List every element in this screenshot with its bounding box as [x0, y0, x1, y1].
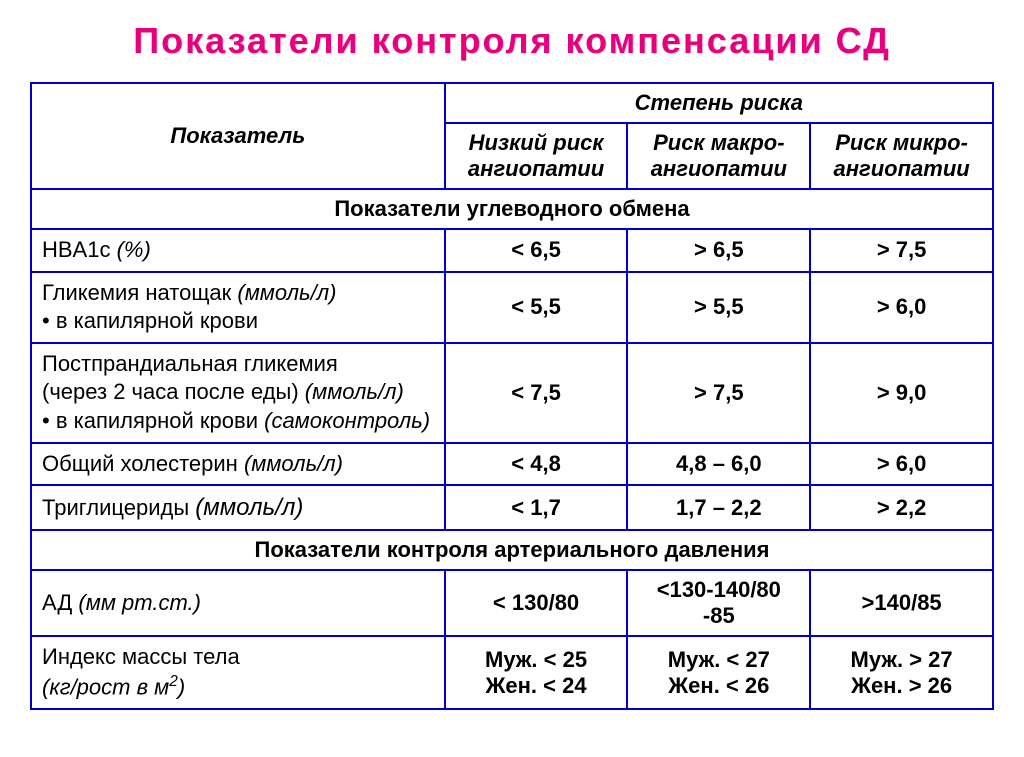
cell-low: Муж. < 25 Жен. < 24 [445, 636, 628, 709]
label-text: HBA1c [42, 237, 117, 262]
label-unit: (мм рт.ст.) [78, 590, 201, 615]
section-1-title: Показатели углеводного обмена [31, 189, 993, 229]
val-line1: Муж. < 25 [485, 647, 587, 672]
section-1-row: Показатели углеводного обмена [31, 189, 993, 229]
cell-macro: > 5,5 [627, 272, 810, 343]
header-risk-low: Низкий риск ангиопатии [445, 123, 628, 189]
cell-macro: > 6,5 [627, 229, 810, 272]
table-row: Общий холестерин (ммоль/л) < 4,8 4,8 – 6… [31, 443, 993, 486]
cell-micro: >140/85 [810, 570, 993, 636]
header-risk-group: Степень риска [445, 83, 993, 123]
table-row: Гликемия натощак (ммоль/л) • в капилярно… [31, 272, 993, 343]
cell-micro: Муж. > 27 Жен. > 26 [810, 636, 993, 709]
table-row: АД (мм рт.ст.) < 130/80 <130-140/80 -85 … [31, 570, 993, 636]
label-line3-unit: (самоконтроль) [264, 408, 430, 433]
row-label: Триглицериды (ммоль/л) [31, 485, 445, 530]
val-line2: Жен. < 24 [456, 673, 617, 699]
slide-title: Показатели контроля компенсации СД [30, 20, 994, 62]
cell-micro: > 2,2 [810, 485, 993, 530]
val-line2: Жен. > 26 [821, 673, 982, 699]
label-line2: • в капилярной крови [42, 308, 258, 333]
cell-micro: > 7,5 [810, 229, 993, 272]
header-risk-macro: Риск макро-ангиопатии [627, 123, 810, 189]
cell-macro: <130-140/80 -85 [627, 570, 810, 636]
cell-low: < 5,5 [445, 272, 628, 343]
table-row: Постпрандиальная гликемия (через 2 часа … [31, 343, 993, 443]
label-line2-pre: (кг/рост в м [42, 674, 169, 699]
row-label: Общий холестерин (ммоль/л) [31, 443, 445, 486]
label-line1: Индекс массы тела [42, 644, 240, 669]
table-row: Триглицериды (ммоль/л) < 1,7 1,7 – 2,2 >… [31, 485, 993, 530]
label-unit: (ммоль/л) [195, 494, 303, 521]
cell-micro: > 6,0 [810, 272, 993, 343]
row-label: Гликемия натощак (ммоль/л) • в капилярно… [31, 272, 445, 343]
cell-low: < 6,5 [445, 229, 628, 272]
cell-macro: 4,8 – 6,0 [627, 443, 810, 486]
label-line2: (через 2 часа после еды) [42, 379, 305, 404]
label-line2-unit: (ммоль/л) [305, 379, 404, 404]
label-unit: (ммоль/л) [244, 451, 343, 476]
header-risk-micro: Риск микро-ангиопатии [810, 123, 993, 189]
cell-macro: Муж. < 27 Жен. < 26 [627, 636, 810, 709]
cell-low: < 1,7 [445, 485, 628, 530]
cell-macro: 1,7 – 2,2 [627, 485, 810, 530]
cell-micro: > 6,0 [810, 443, 993, 486]
section-2-row: Показатели контроля артериального давлен… [31, 530, 993, 570]
cell-low: < 130/80 [445, 570, 628, 636]
label-line2-post: ) [178, 674, 185, 699]
val-line2: Жен. < 26 [638, 673, 799, 699]
table-row: HBA1c (%) < 6,5 > 6,5 > 7,5 [31, 229, 993, 272]
cell-micro: > 9,0 [810, 343, 993, 443]
slide-container: Показатели контроля компенсации СД Показ… [0, 0, 1024, 730]
row-label: Индекс массы тела (кг/рост в м2) [31, 636, 445, 709]
label-line1-unit: (ммоль/л) [237, 280, 336, 305]
section-2-title: Показатели контроля артериального давлен… [31, 530, 993, 570]
cell-macro: > 7,5 [627, 343, 810, 443]
label-line1: Постпрандиальная гликемия [42, 351, 338, 376]
label-line1: Гликемия натощак [42, 280, 237, 305]
cell-low: < 4,8 [445, 443, 628, 486]
header-row-1: Показатель Степень риска [31, 83, 993, 123]
row-label: HBA1c (%) [31, 229, 445, 272]
label-text: Триглицериды [42, 495, 195, 520]
label-unit: (%) [117, 237, 151, 262]
val-line1: Муж. > 27 [851, 647, 953, 672]
header-indicator: Показатель [31, 83, 445, 189]
val-line1: Муж. < 27 [668, 647, 770, 672]
table-row: Индекс массы тела (кг/рост в м2) Муж. < … [31, 636, 993, 709]
label-line2-sup: 2 [169, 673, 178, 690]
label-text: АД [42, 590, 78, 615]
risk-table: Показатель Степень риска Низкий риск анг… [30, 82, 994, 710]
cell-low: < 7,5 [445, 343, 628, 443]
label-line3: • в капилярной крови [42, 408, 264, 433]
row-label: АД (мм рт.ст.) [31, 570, 445, 636]
label-text: Общий холестерин [42, 451, 244, 476]
row-label: Постпрандиальная гликемия (через 2 часа … [31, 343, 445, 443]
